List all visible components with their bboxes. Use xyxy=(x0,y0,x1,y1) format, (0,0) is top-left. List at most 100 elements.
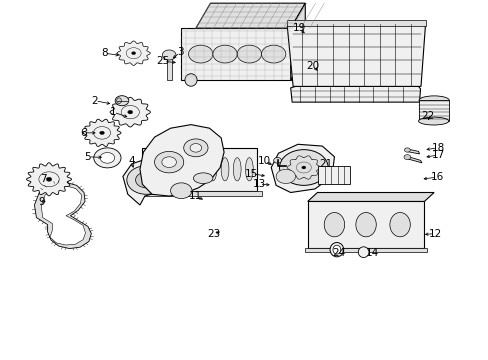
Text: 9: 9 xyxy=(38,197,44,207)
Text: 12: 12 xyxy=(428,229,441,239)
Polygon shape xyxy=(271,144,334,193)
Circle shape xyxy=(94,148,121,168)
Circle shape xyxy=(273,157,281,163)
Circle shape xyxy=(212,45,237,63)
Polygon shape xyxy=(287,22,425,86)
Circle shape xyxy=(170,183,192,199)
Circle shape xyxy=(154,152,183,173)
Circle shape xyxy=(188,45,212,63)
Circle shape xyxy=(296,162,311,173)
Polygon shape xyxy=(290,86,420,102)
Circle shape xyxy=(135,172,157,188)
Circle shape xyxy=(289,157,317,177)
Text: 8: 8 xyxy=(101,48,107,58)
Circle shape xyxy=(126,166,165,194)
Polygon shape xyxy=(140,125,224,196)
Circle shape xyxy=(404,148,409,152)
Bar xyxy=(318,166,349,184)
Text: 18: 18 xyxy=(430,143,444,153)
Circle shape xyxy=(403,155,410,159)
Ellipse shape xyxy=(389,212,409,237)
Ellipse shape xyxy=(197,158,204,181)
Ellipse shape xyxy=(184,74,197,86)
Text: 4: 4 xyxy=(128,157,135,166)
Text: 21: 21 xyxy=(319,159,332,169)
Text: 3: 3 xyxy=(177,47,183,57)
Text: 22: 22 xyxy=(421,111,434,121)
Ellipse shape xyxy=(193,173,212,184)
Text: 23: 23 xyxy=(206,229,220,239)
Ellipse shape xyxy=(332,245,340,254)
Ellipse shape xyxy=(329,243,343,257)
Ellipse shape xyxy=(418,96,448,105)
Text: 16: 16 xyxy=(429,172,443,182)
Polygon shape xyxy=(196,3,305,28)
Text: 11: 11 xyxy=(189,191,202,201)
Polygon shape xyxy=(34,182,91,249)
Bar xyxy=(418,100,448,121)
Ellipse shape xyxy=(221,158,228,181)
Polygon shape xyxy=(181,28,290,80)
Text: 20: 20 xyxy=(305,61,319,71)
Text: 24: 24 xyxy=(332,248,345,258)
Circle shape xyxy=(93,127,110,139)
Ellipse shape xyxy=(208,158,216,181)
Ellipse shape xyxy=(160,158,168,181)
Ellipse shape xyxy=(184,158,192,181)
Text: 5: 5 xyxy=(84,152,91,162)
Text: 7: 7 xyxy=(40,174,46,184)
Circle shape xyxy=(100,131,104,135)
Circle shape xyxy=(301,166,305,169)
Circle shape xyxy=(261,45,285,63)
Ellipse shape xyxy=(116,98,121,104)
Circle shape xyxy=(276,169,295,184)
Polygon shape xyxy=(110,97,150,127)
Ellipse shape xyxy=(233,158,241,181)
Bar xyxy=(142,148,256,191)
Circle shape xyxy=(162,50,176,60)
Polygon shape xyxy=(41,186,85,245)
Polygon shape xyxy=(404,156,421,163)
Text: 14: 14 xyxy=(365,248,378,258)
Ellipse shape xyxy=(324,212,344,237)
Polygon shape xyxy=(290,3,305,80)
Bar xyxy=(137,191,261,196)
Ellipse shape xyxy=(245,158,253,181)
Text: 15: 15 xyxy=(244,168,258,179)
Circle shape xyxy=(115,96,128,106)
Bar xyxy=(305,248,426,252)
Circle shape xyxy=(279,150,327,185)
Circle shape xyxy=(190,144,201,152)
Polygon shape xyxy=(307,193,433,202)
Circle shape xyxy=(39,172,59,187)
Circle shape xyxy=(126,48,141,59)
Circle shape xyxy=(131,52,135,55)
Text: 2: 2 xyxy=(91,96,98,106)
Ellipse shape xyxy=(358,247,368,257)
Bar xyxy=(166,55,171,80)
Circle shape xyxy=(127,110,132,114)
Polygon shape xyxy=(122,158,171,205)
Circle shape xyxy=(237,45,261,63)
Text: 19: 19 xyxy=(292,23,305,33)
Ellipse shape xyxy=(148,158,156,181)
Polygon shape xyxy=(117,41,150,66)
Circle shape xyxy=(162,157,176,167)
Circle shape xyxy=(46,177,52,181)
Circle shape xyxy=(183,139,207,157)
Bar xyxy=(307,202,424,248)
Text: 13: 13 xyxy=(252,179,265,189)
Text: 17: 17 xyxy=(430,150,444,160)
Bar xyxy=(287,20,425,26)
Ellipse shape xyxy=(418,117,448,125)
Circle shape xyxy=(121,105,139,119)
Text: 6: 6 xyxy=(80,128,86,138)
Ellipse shape xyxy=(355,212,375,237)
Circle shape xyxy=(100,153,115,163)
Text: 25: 25 xyxy=(156,57,169,66)
Polygon shape xyxy=(83,119,121,147)
Polygon shape xyxy=(286,156,320,179)
Polygon shape xyxy=(26,163,71,196)
Polygon shape xyxy=(405,149,419,154)
Text: 1: 1 xyxy=(110,107,116,117)
